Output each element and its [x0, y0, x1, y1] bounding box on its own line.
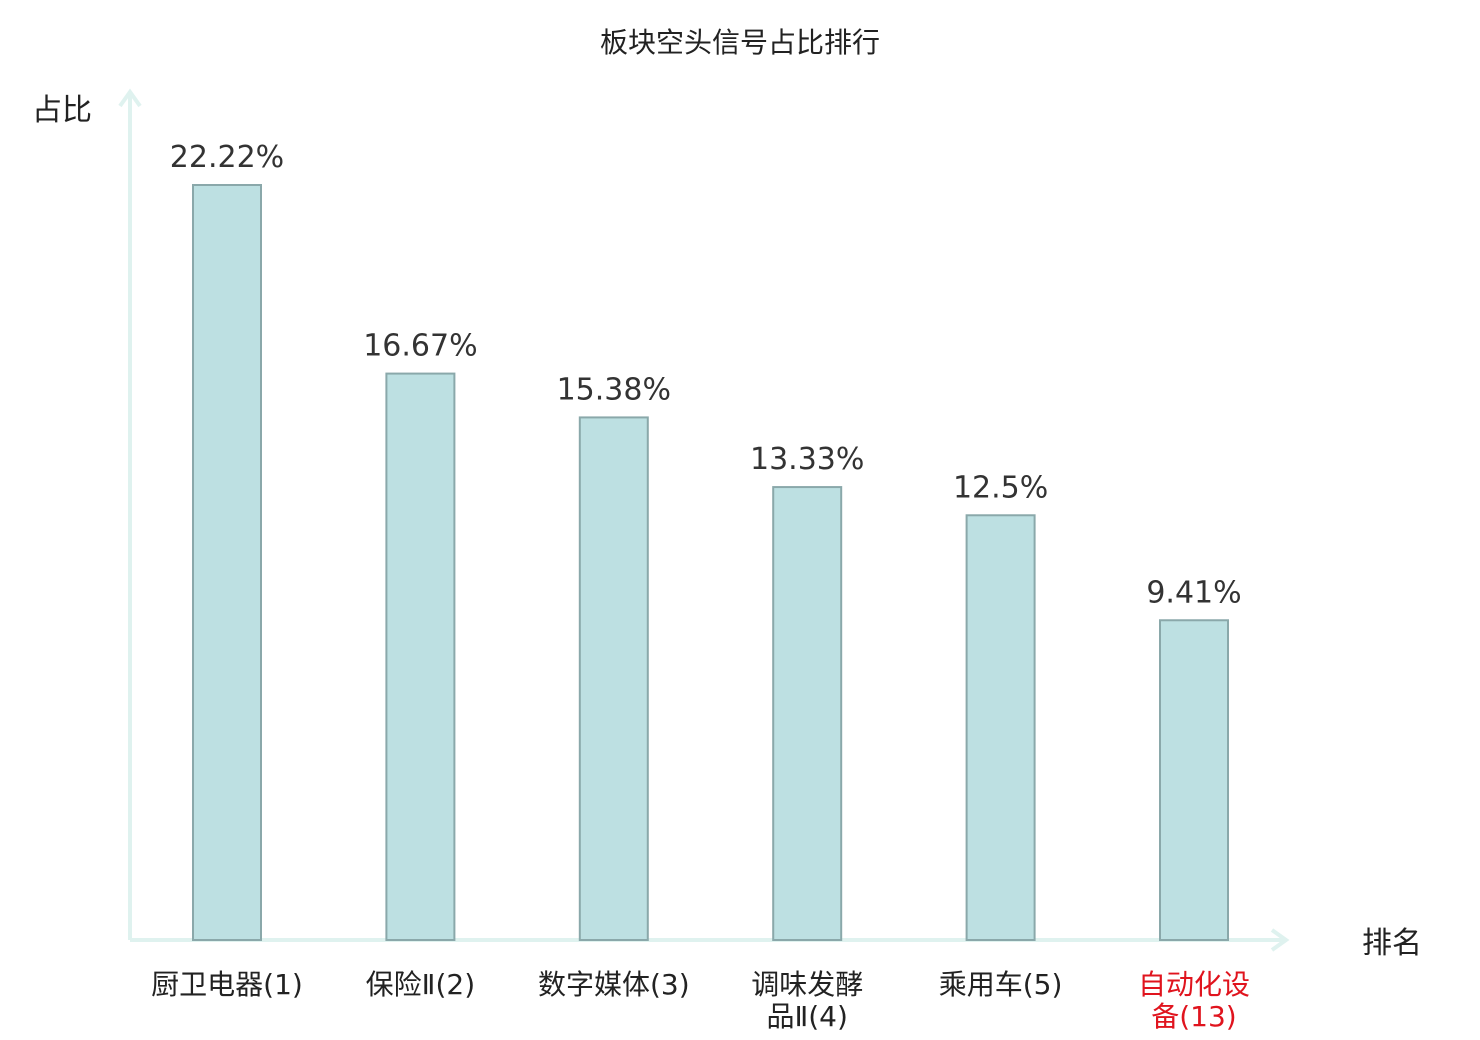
- category-label-6-line-2: 备(13): [1151, 1000, 1236, 1033]
- category-label-1: 厨卫电器(1): [151, 968, 303, 1001]
- category-label-2: 保险Ⅱ(2): [366, 968, 475, 1001]
- category-label-4-line-2: 品Ⅱ(4): [766, 1000, 847, 1033]
- value-label-6: 9.41%: [1146, 575, 1241, 610]
- y-axis-arrow: [118, 88, 142, 108]
- value-label-3: 15.38%: [557, 372, 671, 407]
- bar-2: [385, 372, 456, 942]
- bar-6: [1159, 619, 1229, 942]
- y-axis-label: 占比: [32, 93, 92, 128]
- value-labels-group: 22.22% 16.67% 15.38% 13.33% 12.5% 9.41%: [170, 140, 1242, 610]
- category-label-5: 乘用车(5): [939, 968, 1063, 1001]
- chart-title: 板块空头信号占比排行: [600, 26, 880, 59]
- bar-1: [192, 184, 262, 941]
- value-label-1: 22.22%: [170, 140, 284, 175]
- y-axis: 占比: [32, 88, 142, 940]
- x-axis-label: 排名: [1362, 926, 1422, 961]
- category-label-6-line-1: 自动化设: [1138, 968, 1250, 1001]
- x-axis-arrow: [1270, 928, 1290, 952]
- bar-5: [965, 514, 1036, 941]
- x-axis: 排名: [130, 926, 1422, 961]
- category-label-3: 数字媒体(3): [538, 968, 690, 1001]
- value-label-2: 16.67%: [363, 329, 477, 364]
- value-label-4: 13.33%: [750, 442, 864, 477]
- category-label-4-line-1: 调味发酵: [751, 968, 863, 1001]
- value-label-5: 12.5%: [953, 470, 1048, 505]
- bars-group: [192, 184, 1229, 942]
- bar-3: [578, 416, 649, 941]
- bar-4: [772, 486, 843, 941]
